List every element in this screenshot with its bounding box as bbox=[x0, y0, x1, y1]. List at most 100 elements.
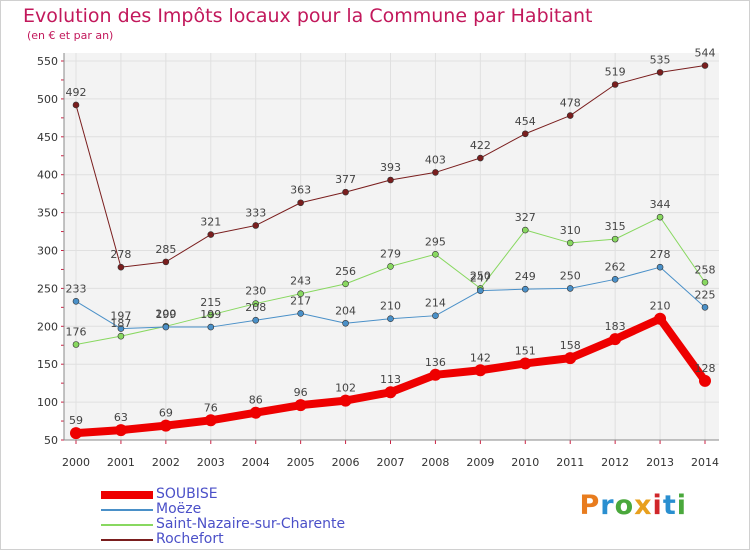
data-label: 59 bbox=[69, 414, 83, 427]
data-point bbox=[566, 285, 574, 292]
data-point bbox=[162, 258, 170, 266]
x-tick-label: 2001 bbox=[107, 456, 135, 469]
data-point bbox=[297, 290, 304, 298]
y-tick-label: 150 bbox=[37, 358, 58, 371]
data-point bbox=[387, 315, 394, 323]
y-tick-label: 500 bbox=[37, 93, 58, 106]
data-point bbox=[701, 304, 709, 311]
data-point bbox=[159, 419, 172, 432]
data-point bbox=[117, 332, 125, 340]
data-label: 200 bbox=[155, 307, 176, 320]
data-label: 295 bbox=[425, 235, 446, 248]
data-label: 278 bbox=[110, 248, 131, 261]
y-tick-label: 550 bbox=[37, 55, 58, 68]
data-point bbox=[654, 312, 667, 325]
data-point bbox=[611, 235, 619, 243]
data-point bbox=[387, 176, 394, 184]
data-label: 136 bbox=[425, 356, 446, 369]
data-label: 519 bbox=[605, 65, 626, 78]
data-point bbox=[432, 169, 439, 176]
data-point bbox=[611, 81, 619, 88]
data-label: 333 bbox=[245, 206, 266, 219]
data-label: 158 bbox=[560, 339, 581, 352]
data-label: 210 bbox=[650, 300, 671, 313]
data-label: 262 bbox=[605, 260, 626, 273]
legend-label: Moëze bbox=[156, 501, 202, 517]
data-point bbox=[342, 280, 349, 288]
data-point bbox=[384, 386, 397, 399]
data-label: 151 bbox=[515, 344, 536, 357]
data-label: 285 bbox=[155, 243, 176, 256]
data-label: 76 bbox=[204, 401, 218, 414]
data-label: 96 bbox=[294, 386, 308, 399]
data-point bbox=[297, 199, 304, 207]
data-point bbox=[252, 300, 260, 307]
x-tick-label: 2006 bbox=[332, 456, 360, 469]
legend-swatch bbox=[101, 524, 153, 526]
data-label: 142 bbox=[470, 351, 491, 364]
data-label: 321 bbox=[200, 216, 221, 229]
data-label: 217 bbox=[290, 294, 311, 307]
data-point bbox=[249, 406, 262, 419]
data-point bbox=[339, 394, 352, 407]
data-label: 278 bbox=[650, 248, 671, 261]
data-label: 250 bbox=[470, 269, 491, 282]
data-label: 225 bbox=[695, 288, 716, 301]
data-point bbox=[521, 285, 529, 293]
x-tick-label: 2013 bbox=[646, 456, 674, 469]
x-tick-label: 2007 bbox=[377, 456, 405, 469]
data-label: 243 bbox=[290, 275, 311, 288]
data-point bbox=[252, 316, 260, 324]
chart-title: Evolution des Impôts locaux pour la Comm… bbox=[23, 5, 593, 27]
data-point bbox=[564, 352, 577, 365]
data-point bbox=[656, 263, 664, 271]
data-point bbox=[387, 263, 394, 270]
data-point bbox=[432, 312, 439, 319]
data-point bbox=[566, 112, 574, 119]
data-point bbox=[294, 399, 307, 412]
data-label: 249 bbox=[515, 270, 536, 283]
data-label: 310 bbox=[560, 224, 581, 237]
x-tick-label: 2005 bbox=[287, 456, 315, 469]
data-point bbox=[474, 364, 487, 377]
data-point bbox=[117, 325, 125, 332]
data-point bbox=[342, 319, 349, 327]
plot-area bbox=[64, 53, 719, 440]
data-label: 363 bbox=[290, 184, 311, 197]
x-tick-label: 2010 bbox=[511, 456, 539, 469]
y-tick-label: 300 bbox=[37, 245, 58, 258]
data-point bbox=[611, 276, 619, 283]
data-point bbox=[521, 226, 529, 234]
data-label: 113 bbox=[380, 373, 401, 386]
data-point bbox=[207, 323, 215, 331]
data-label: 102 bbox=[335, 382, 356, 395]
data-point bbox=[701, 62, 709, 69]
data-point bbox=[72, 101, 80, 109]
data-label: 256 bbox=[335, 265, 356, 278]
data-label: 258 bbox=[695, 263, 716, 276]
data-point bbox=[477, 287, 484, 294]
y-tick-label: 50 bbox=[44, 434, 58, 447]
data-point bbox=[252, 222, 260, 229]
data-point bbox=[297, 310, 304, 317]
data-label: 403 bbox=[425, 153, 446, 166]
data-label: 344 bbox=[650, 198, 671, 211]
y-tick-label: 200 bbox=[37, 320, 58, 333]
proxiti-logo: Proxiti bbox=[579, 490, 687, 521]
chart-subtitle: (en € et par an) bbox=[27, 29, 114, 42]
data-point bbox=[204, 414, 217, 427]
data-point bbox=[519, 357, 532, 370]
data-point bbox=[429, 368, 442, 381]
x-tick-label: 2011 bbox=[556, 456, 584, 469]
data-label: 492 bbox=[66, 86, 87, 99]
x-tick-label: 2008 bbox=[421, 456, 449, 469]
data-point bbox=[699, 374, 711, 387]
data-label: 63 bbox=[114, 411, 128, 424]
data-label: 315 bbox=[605, 220, 626, 233]
data-point bbox=[207, 311, 215, 319]
x-tick-label: 2012 bbox=[601, 456, 629, 469]
data-point bbox=[117, 263, 125, 271]
data-label: 535 bbox=[650, 53, 671, 66]
